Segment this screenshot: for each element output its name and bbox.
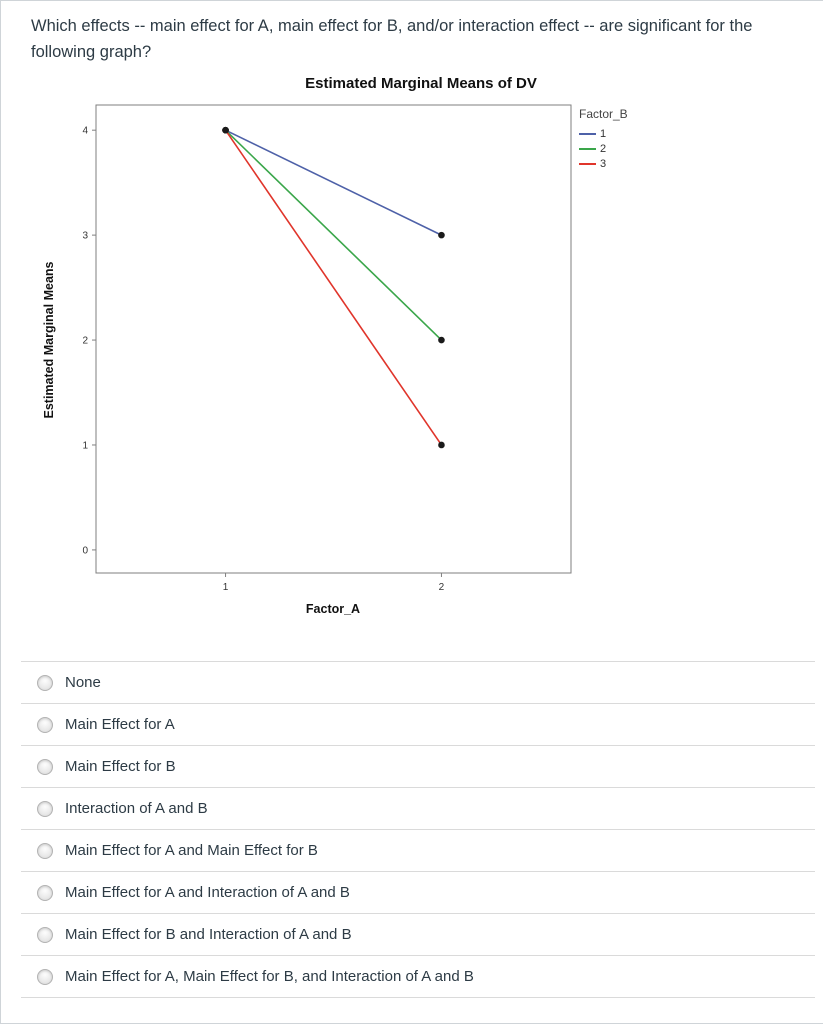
y-tick-label: 4 — [82, 126, 88, 137]
radio-button[interactable] — [37, 758, 53, 775]
chart: Estimated Marginal Means of DV Factor_A … — [1, 75, 823, 641]
legend-entry: 3 — [579, 156, 628, 171]
legend-entry: 1 — [579, 126, 628, 141]
legend-line-swatch-1 — [579, 132, 596, 135]
legend-label: 3 — [600, 157, 607, 170]
data-point — [438, 336, 445, 344]
data-point — [438, 441, 445, 449]
radio-button[interactable] — [37, 674, 53, 691]
answer-option-label: None — [65, 674, 101, 692]
radio-button[interactable] — [37, 884, 53, 901]
chart-title: Estimated Marginal Means of DV — [305, 75, 537, 93]
radio-button[interactable] — [37, 716, 53, 733]
legend-line-swatch-2 — [579, 147, 596, 150]
radio-button[interactable] — [37, 926, 53, 943]
radio-button[interactable] — [37, 842, 53, 859]
answer-option-label: Interaction of A and B — [65, 800, 208, 818]
legend-title: Factor_B — [579, 107, 628, 122]
answer-option[interactable]: Interaction of A and B — [21, 787, 815, 830]
y-tick-label: 0 — [82, 546, 88, 557]
x-axis-title: Factor_A — [306, 602, 360, 616]
answer-option[interactable]: Main Effect for A, Main Effect for B, an… — [21, 955, 815, 998]
answer-option[interactable]: Main Effect for A — [21, 703, 815, 746]
radio-button[interactable] — [37, 968, 53, 985]
answer-option-label: Main Effect for B — [65, 758, 176, 776]
data-point — [222, 127, 229, 134]
answer-option-label: Main Effect for A, Main Effect for B, an… — [65, 968, 474, 986]
legend-entry: 2 — [579, 141, 628, 156]
answer-option[interactable]: Main Effect for A and Main Effect for B — [21, 829, 815, 872]
legend-label: 1 — [600, 127, 607, 140]
answer-option[interactable]: None — [21, 661, 815, 704]
answer-option-label: Main Effect for B and Interaction of A a… — [65, 926, 352, 944]
answer-option[interactable]: Main Effect for A and Interaction of A a… — [21, 871, 815, 914]
data-point — [438, 231, 445, 239]
legend-label: 2 — [600, 142, 607, 155]
answer-option-label: Main Effect for A and Interaction of A a… — [65, 884, 350, 902]
series-line-2 — [224, 129, 443, 341]
plot-border — [95, 104, 572, 574]
answer-option[interactable]: Main Effect for B — [21, 745, 815, 788]
y-tick-label: 1 — [82, 441, 88, 452]
question-text: Which effects -- main effect for A, main… — [31, 17, 753, 61]
answer-options: None Main Effect for A Main Effect for B… — [21, 661, 815, 999]
x-tick-label: 1 — [223, 582, 229, 593]
legend-line-swatch-3 — [579, 162, 596, 165]
x-tick-label: 2 — [439, 582, 445, 593]
y-tick-label: 3 — [82, 231, 88, 242]
y-axis-title: Estimated Marginal Means — [42, 262, 56, 419]
y-tick-label: 2 — [82, 336, 88, 347]
answer-option-label: Main Effect for A — [65, 716, 175, 734]
radio-button[interactable] — [37, 800, 53, 817]
answer-option-label: Main Effect for A and Main Effect for B — [65, 842, 318, 860]
legend: Factor_B 1 2 3 — [579, 107, 628, 171]
emm-line-plot: Factor_A Estimated Marginal Means 0 1 2 3 4 1… — [42, 104, 572, 616]
series-line-3 — [224, 129, 443, 446]
answer-option[interactable]: Main Effect for B and Interaction of A a… — [21, 913, 815, 956]
series-line-1 — [225, 129, 442, 236]
